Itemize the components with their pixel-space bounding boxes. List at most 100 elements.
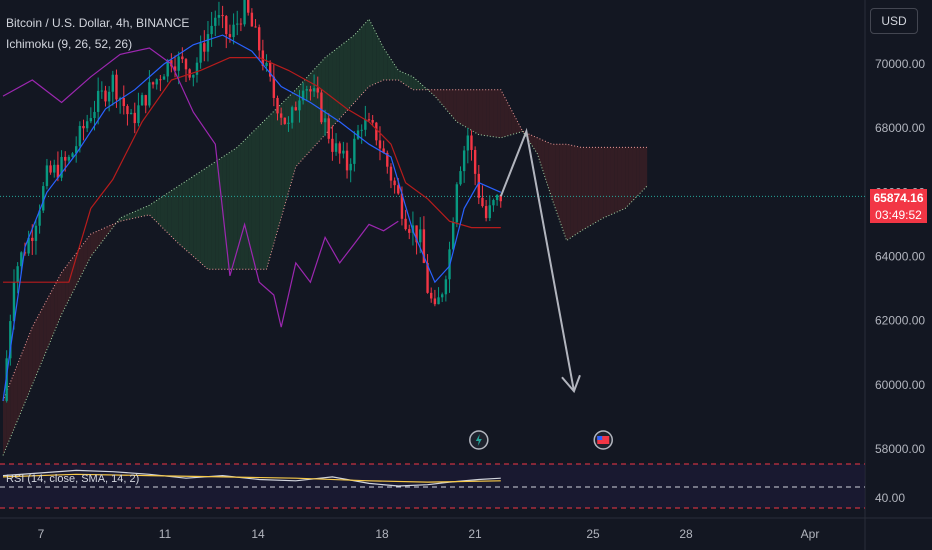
ichimoku-cloud-segment — [438, 89, 443, 105]
candle-body — [386, 152, 389, 167]
ichimoku-cloud-segment — [456, 89, 461, 124]
ichimoku-cloud-segment — [145, 205, 150, 216]
symbol-legend[interactable]: Bitcoin / U.S. Dollar, 4h, BINANCE — [6, 16, 190, 30]
ichimoku-cloud-segment — [434, 89, 439, 101]
ichimoku-cloud-segment — [222, 154, 227, 270]
candle-body — [67, 156, 71, 161]
candle-body — [371, 119, 374, 123]
candle-body — [100, 90, 104, 92]
ichimoku-cloud-segment — [328, 51, 333, 131]
candle-body — [481, 197, 484, 207]
ichimoku-cloud-segment — [412, 76, 417, 90]
ichimoku-cloud-segment — [21, 345, 25, 412]
ichimoku-cloud-segment — [292, 89, 296, 180]
ichimoku-cloud-segment — [120, 216, 124, 222]
ichimoku-cloud-segment — [599, 147, 604, 221]
candle-body — [34, 225, 38, 241]
ichimoku-cloud-segment — [160, 195, 165, 230]
ichimoku-cloud-segment — [358, 27, 362, 99]
candle-body — [441, 294, 444, 298]
ichimoku-cloud-segment — [467, 89, 472, 131]
candle-body — [148, 82, 151, 106]
ichimoku-cloud-segment — [57, 272, 62, 324]
candle-body — [20, 252, 23, 267]
candle-body — [301, 90, 305, 101]
chart-legend: Bitcoin / U.S. Dollar, 4h, BINANCE Ichim… — [6, 13, 189, 55]
candle-body — [287, 122, 290, 124]
ichimoku-cloud-segment — [339, 43, 344, 119]
candle-body — [38, 210, 41, 226]
ichimoku-cloud-segment — [361, 23, 366, 95]
candle-body — [360, 129, 363, 131]
candle-body — [422, 229, 426, 263]
ichimoku-cloud-segment — [237, 143, 241, 270]
ichimoku-cloud-segment — [270, 111, 274, 257]
ichimoku-cloud-segment — [105, 226, 110, 238]
ichimoku-cloud-segment — [98, 229, 102, 247]
candle-body — [250, 12, 254, 27]
leading-span-b — [2, 79, 648, 402]
ichimoku-cloud-segment — [200, 169, 205, 267]
ichimoku-cloud-segment — [76, 248, 80, 286]
candle-body — [60, 156, 63, 178]
ichimoku-cloud-segment — [552, 144, 556, 210]
ichimoku-cloud-segment — [493, 89, 498, 138]
ichimoku-cloud-segment — [10, 373, 14, 438]
ichimoku-cloud-segment — [72, 253, 77, 293]
ichimoku-cloud-segment — [90, 232, 95, 257]
ichimoku-cloud-segment — [636, 147, 640, 198]
ichimoku-cloud-segment — [193, 173, 197, 260]
base-line — [3, 57, 501, 283]
ichimoku-cloud-segment — [196, 171, 201, 263]
candle-body — [137, 105, 140, 124]
ichimoku-cloud-segment — [134, 209, 139, 218]
forecast-arrowhead — [561, 374, 581, 394]
time-axis-label: 25 — [586, 527, 600, 541]
ichimoku-cloud-segment — [255, 125, 260, 270]
ichimoku-cloud-segment — [3, 391, 7, 456]
candle-body — [327, 118, 330, 139]
ichimoku-cloud-segment — [379, 40, 384, 82]
candle-body — [258, 27, 261, 51]
ichimoku-cloud-segment — [606, 147, 611, 217]
ichimoku-cloud-segment — [101, 227, 106, 243]
ichimoku-cloud-segment — [35, 313, 40, 377]
price-axis-label: 70000.00 — [875, 57, 925, 71]
flag-canton — [597, 436, 603, 440]
candle-body — [42, 186, 45, 211]
candle-body — [426, 262, 429, 293]
candle-body — [221, 15, 224, 17]
ichimoku-cloud-segment — [204, 166, 208, 270]
ichimoku-cloud-segment — [409, 75, 413, 90]
ichimoku-cloud-segment — [343, 40, 348, 115]
time-axis-label: 7 — [38, 527, 45, 541]
ichimoku-cloud-segment — [87, 234, 91, 264]
time-axis-label: 18 — [375, 527, 389, 541]
candle-body — [272, 76, 276, 98]
candle-body — [31, 237, 34, 241]
ichimoku-cloud-segment — [592, 147, 596, 225]
ichimoku-cloud-segment — [277, 104, 282, 231]
candle-body — [214, 17, 217, 26]
rsi-legend[interactable]: RSI (14, close, SMA, 14, 2) — [6, 473, 140, 485]
candle-body — [342, 150, 345, 154]
rsi-band — [0, 464, 865, 508]
ichimoku-cloud-segment — [475, 89, 479, 135]
candle-body — [12, 282, 16, 322]
candle-body — [232, 24, 235, 38]
candle-body — [45, 165, 49, 187]
ichimoku-cloud-segment — [394, 64, 399, 81]
candle-body — [181, 56, 184, 60]
conversion-line — [2, 34, 502, 401]
ichimoku-cloud-segment — [295, 85, 300, 167]
time-axis-label: 28 — [679, 527, 693, 541]
ichimoku-cloud-segment — [614, 147, 618, 214]
currency-button[interactable]: USD — [870, 8, 918, 34]
indicator-legend[interactable]: Ichimoku (9, 26, 52, 26) — [6, 37, 133, 51]
ichimoku-cloud-segment — [588, 147, 593, 227]
candle-body — [107, 91, 111, 102]
ichimoku-cloud-segment — [603, 147, 607, 218]
ichimoku-cloud-segment — [478, 89, 483, 136]
